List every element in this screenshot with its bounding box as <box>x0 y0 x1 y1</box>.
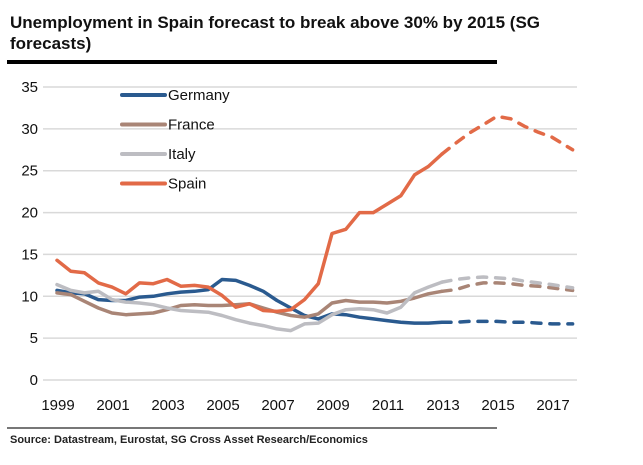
x-tick-label: 2009 <box>316 397 349 414</box>
germany-forecast-line <box>440 319 575 326</box>
gridlines <box>43 86 577 381</box>
x-tick-label: 2013 <box>426 397 459 414</box>
source-rule <box>7 427 497 429</box>
title-rule <box>7 60 497 64</box>
x-tick-label: 2015 <box>481 397 514 414</box>
chart-title: Unemployment in Spain forecast to break … <box>10 13 541 53</box>
y-tick-label: 35 <box>21 79 38 96</box>
italy-forecast-line <box>440 275 575 290</box>
italy-actual-line <box>55 280 444 333</box>
y-tick-label: 5 <box>30 330 38 347</box>
spain-forecast-line <box>440 114 575 156</box>
y-tick-label: 25 <box>21 163 38 180</box>
y-axis-ticks: 0 5 10 15 20 25 30 35 <box>21 79 38 389</box>
y-tick-label: 15 <box>21 246 38 263</box>
y-tick-label: 30 <box>21 121 38 138</box>
x-tick-label: 1999 <box>41 397 74 414</box>
legend: Germany France Italy Spain <box>120 87 230 193</box>
y-tick-label: 0 <box>30 372 38 389</box>
x-tick-label: 2011 <box>372 397 404 414</box>
france-forecast-line <box>440 281 575 294</box>
x-tick-label: 2017 <box>536 397 569 414</box>
x-tick-label: 2003 <box>151 397 184 414</box>
y-tick-label: 10 <box>21 288 38 305</box>
legend-item-france: France <box>120 117 215 134</box>
legend-item-italy: Italy <box>120 146 196 163</box>
x-axis-ticks: 1999 2001 2003 2005 2007 2009 2011 2013 2015 2017 <box>41 397 569 414</box>
x-tick-label: 2007 <box>261 397 294 414</box>
legend-label: Spain <box>168 176 206 193</box>
series-lines <box>55 114 575 333</box>
x-tick-label: 2001 <box>96 397 129 414</box>
legend-label: Germany <box>168 87 230 104</box>
legend-label: France <box>168 117 215 134</box>
spain-actual-line <box>55 152 444 314</box>
legend-item-germany: Germany <box>120 87 230 104</box>
x-tick-label: 2005 <box>206 397 239 414</box>
y-tick-label: 20 <box>21 205 38 222</box>
legend-label: Italy <box>168 146 196 163</box>
legend-item-spain: Spain <box>120 176 206 193</box>
source-note: Source: Datastream, Eurostat, SG Cross A… <box>10 434 368 446</box>
